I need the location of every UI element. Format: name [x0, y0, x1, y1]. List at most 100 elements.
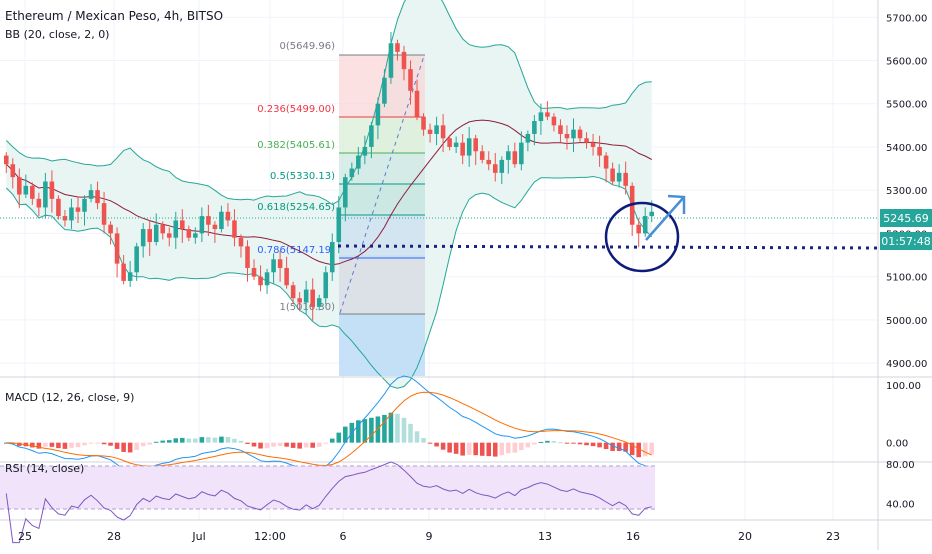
candle[interactable]	[466, 138, 472, 156]
candle[interactable]	[264, 272, 270, 286]
candle[interactable]	[69, 207, 74, 221]
candle[interactable]	[43, 181, 48, 208]
candle[interactable]	[336, 207, 342, 243]
candle[interactable]	[349, 168, 355, 178]
candle[interactable]	[62, 216, 68, 221]
rsi-indicator-label[interactable]: RSI (14, close)	[5, 462, 84, 475]
candle[interactable]	[180, 220, 185, 230]
candle[interactable]	[499, 159, 505, 173]
candle[interactable]	[362, 146, 368, 156]
candle[interactable]	[460, 142, 465, 156]
candle[interactable]	[316, 298, 322, 307]
candle[interactable]	[153, 224, 159, 243]
candle[interactable]	[101, 203, 107, 225]
candle[interactable]	[30, 185, 35, 199]
candle[interactable]	[108, 224, 113, 234]
candle[interactable]	[473, 138, 478, 152]
candle[interactable]	[369, 125, 374, 147]
candle[interactable]	[479, 151, 485, 160]
candle[interactable]	[75, 207, 81, 212]
candle[interactable]	[558, 125, 563, 134]
candle[interactable]	[232, 220, 237, 238]
candle[interactable]	[382, 77, 387, 104]
candle[interactable]	[323, 272, 329, 299]
candle[interactable]	[303, 289, 309, 303]
circle-annotation[interactable]	[604, 201, 680, 273]
candle[interactable]	[173, 220, 179, 238]
macd-indicator-label[interactable]: MACD (12, 26, close, 9)	[5, 391, 134, 404]
candle[interactable]	[56, 198, 61, 217]
candle[interactable]	[623, 172, 628, 186]
candle[interactable]	[414, 90, 420, 117]
candle[interactable]	[245, 246, 250, 268]
candle[interactable]	[251, 267, 257, 277]
candle[interactable]	[166, 233, 172, 238]
candle[interactable]	[356, 155, 361, 169]
candle[interactable]	[577, 129, 583, 139]
candle[interactable]	[395, 43, 400, 52]
candle[interactable]	[82, 198, 87, 212]
candle[interactable]	[388, 43, 394, 78]
candle[interactable]	[584, 138, 589, 143]
candle[interactable]	[421, 116, 426, 130]
candle[interactable]	[447, 138, 452, 147]
candle[interactable]	[88, 190, 94, 199]
candle[interactable]	[206, 216, 211, 225]
candle[interactable]	[310, 289, 315, 307]
macd-pane[interactable]: 100.00 0.00	[3, 375, 921, 474]
candle[interactable]	[10, 164, 16, 178]
support-dotted-line[interactable]	[337, 244, 879, 250]
candle[interactable]	[636, 224, 641, 234]
candle[interactable]	[17, 177, 22, 195]
candle[interactable]	[225, 211, 231, 221]
candle[interactable]	[121, 263, 126, 281]
candle[interactable]	[147, 229, 152, 243]
candle[interactable]	[486, 159, 492, 165]
candle[interactable]	[616, 172, 622, 182]
candle[interactable]	[571, 129, 576, 139]
candle[interactable]	[440, 125, 446, 139]
candlesticks[interactable]	[3, 31, 655, 321]
candle[interactable]	[36, 198, 42, 208]
candle[interactable]	[277, 259, 283, 268]
candle[interactable]	[532, 121, 537, 134]
candle[interactable]	[427, 129, 433, 134]
candle[interactable]	[512, 151, 518, 165]
candle[interactable]	[140, 229, 146, 247]
candle[interactable]	[434, 125, 439, 134]
candle[interactable]	[642, 216, 648, 234]
candle[interactable]	[590, 142, 596, 147]
candle[interactable]	[453, 142, 459, 147]
candle[interactable]	[343, 177, 348, 208]
candle[interactable]	[284, 267, 289, 286]
candle[interactable]	[95, 190, 100, 204]
candle[interactable]	[114, 233, 120, 264]
bb-indicator-label[interactable]: BB (20, close, 2, 0)	[5, 28, 109, 41]
candle[interactable]	[564, 133, 570, 139]
candle[interactable]	[49, 181, 55, 199]
candle[interactable]	[258, 276, 263, 286]
candle[interactable]	[329, 242, 335, 273]
candle[interactable]	[545, 112, 550, 117]
candle[interactable]	[127, 272, 133, 281]
candle[interactable]	[492, 164, 498, 173]
candle[interactable]	[610, 168, 615, 182]
time-axis[interactable]: 25 28 Jul 12:00 6 9 13 16 20 23	[18, 530, 840, 543]
candle[interactable]	[23, 185, 29, 195]
arrow-annotation[interactable]	[645, 194, 686, 241]
candle[interactable]	[597, 146, 602, 156]
candle[interactable]	[649, 211, 655, 217]
candle[interactable]	[519, 142, 524, 165]
candle[interactable]	[193, 233, 198, 238]
candle[interactable]	[290, 285, 296, 299]
candle[interactable]	[401, 51, 407, 70]
candle[interactable]	[134, 246, 139, 273]
candle[interactable]	[408, 69, 413, 91]
candle[interactable]	[160, 224, 166, 234]
candle[interactable]	[603, 155, 609, 169]
candle[interactable]	[506, 151, 511, 160]
candle[interactable]	[212, 224, 218, 230]
candle[interactable]	[3, 155, 9, 165]
price-axis[interactable]: 5700.005600.005500.005400.005300.005200.…	[886, 13, 927, 370]
